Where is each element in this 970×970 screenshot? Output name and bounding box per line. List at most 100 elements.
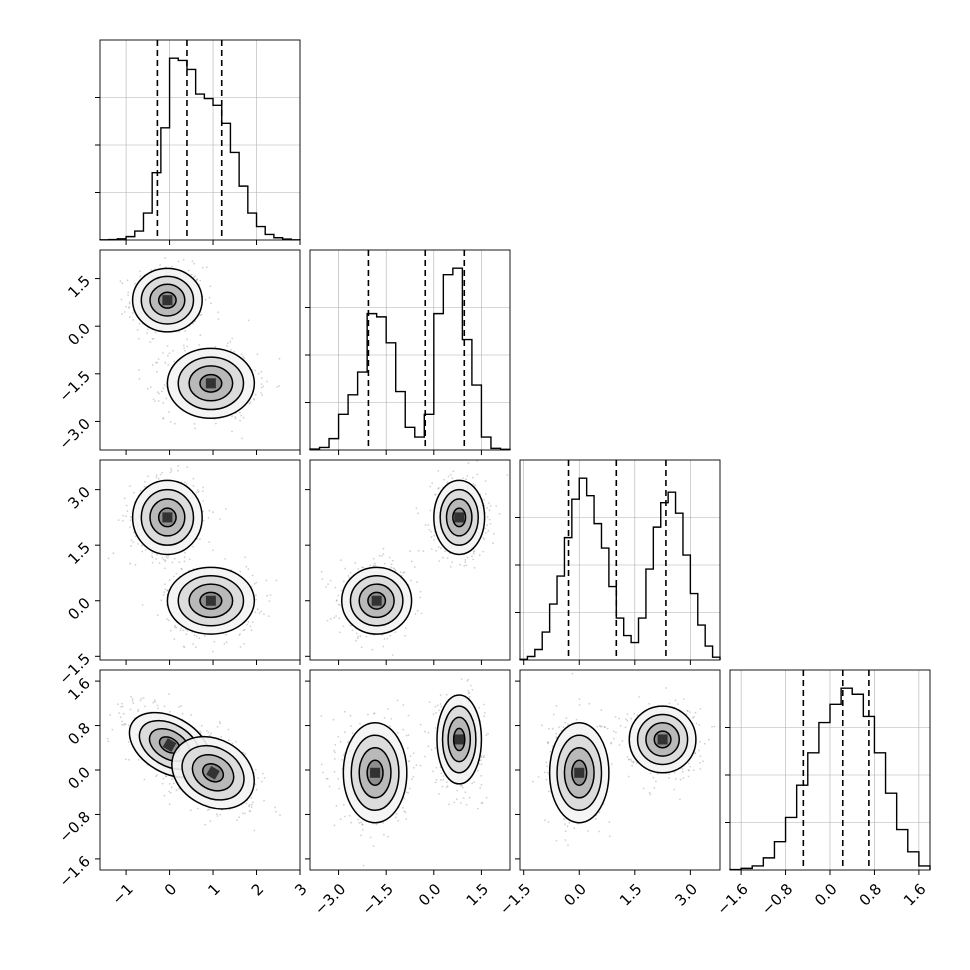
data-point (253, 829, 256, 832)
scatter-panel-0-1 (95, 249, 301, 455)
data-point (161, 471, 164, 474)
contour-line (157, 507, 177, 528)
data-point (200, 724, 203, 727)
data-point (182, 344, 185, 347)
data-point (182, 645, 185, 648)
data-point (485, 734, 488, 737)
data-point (394, 631, 397, 633)
data-point (263, 777, 266, 779)
data-point (168, 790, 171, 793)
data-point (199, 730, 202, 733)
data-point (238, 634, 241, 636)
data-point (480, 784, 483, 786)
data-point (244, 812, 246, 815)
data-point (238, 816, 241, 819)
data-point (177, 465, 180, 467)
data-point (171, 561, 174, 564)
data-point (242, 416, 245, 419)
data-point (466, 680, 469, 682)
data-point (198, 453, 200, 455)
data-point (255, 594, 257, 597)
data-point (129, 485, 131, 487)
data-point (155, 361, 158, 364)
data-point (192, 477, 195, 480)
data-point (462, 477, 465, 479)
data-point (438, 487, 440, 489)
data-point (360, 834, 362, 837)
data-point (200, 313, 203, 316)
data-point (365, 635, 368, 638)
data-point (134, 564, 137, 566)
data-point (246, 623, 248, 626)
data-point (360, 646, 363, 649)
data-point (152, 337, 155, 340)
data-point (477, 769, 479, 772)
data-point (409, 550, 411, 553)
data-point (128, 306, 131, 308)
data-point (188, 558, 191, 561)
data-point (139, 489, 142, 492)
data-point (224, 558, 227, 560)
data-point (162, 387, 165, 389)
data-point (472, 483, 475, 485)
data-point (446, 481, 449, 484)
contour-line (188, 365, 234, 402)
data-point (163, 591, 166, 593)
data-point (481, 801, 484, 804)
data-point (240, 353, 243, 356)
data-point (430, 530, 432, 533)
data-point (151, 555, 153, 557)
data-point (338, 617, 341, 620)
data-point (449, 474, 452, 476)
data-point (168, 352, 171, 355)
data-point (492, 542, 494, 545)
data-point (248, 804, 251, 807)
data-point (226, 345, 229, 347)
data-point (262, 385, 265, 388)
data-point (428, 529, 431, 531)
data-point (442, 778, 445, 781)
data-point (456, 798, 458, 801)
data-point (159, 264, 162, 266)
histogram-series (99, 57, 301, 241)
data-point (329, 617, 332, 620)
data-point (478, 763, 481, 765)
data-point (250, 629, 253, 631)
data-point (138, 322, 141, 325)
data-point (120, 298, 123, 301)
data-point (480, 763, 483, 766)
data-point (166, 345, 169, 347)
data-point (160, 599, 163, 602)
data-point (483, 498, 485, 501)
data-point (152, 701, 155, 704)
data-point (165, 397, 168, 400)
data-point (239, 419, 242, 422)
data-point (177, 260, 180, 263)
data-point (402, 704, 405, 706)
data-point (367, 713, 369, 716)
data-point (186, 466, 189, 469)
hist-panel-2 (515, 459, 721, 665)
data-point (257, 777, 260, 779)
data-point (117, 519, 120, 521)
data-point (482, 537, 485, 539)
data-point (239, 411, 241, 414)
data-point (128, 316, 131, 319)
data-point (132, 319, 135, 321)
data-point (261, 394, 264, 397)
data-point (111, 728, 114, 731)
data-point (445, 786, 448, 789)
data-point (218, 721, 221, 723)
data-point (485, 493, 487, 495)
data-point (407, 734, 410, 736)
data-point (325, 586, 327, 588)
data-point (404, 627, 407, 629)
data-point (417, 549, 420, 552)
data-point (219, 722, 222, 725)
data-point (129, 562, 132, 565)
data-point (204, 298, 207, 301)
data-point (472, 550, 475, 553)
data-point (483, 715, 485, 718)
data-point (477, 807, 479, 810)
data-point (137, 710, 139, 713)
